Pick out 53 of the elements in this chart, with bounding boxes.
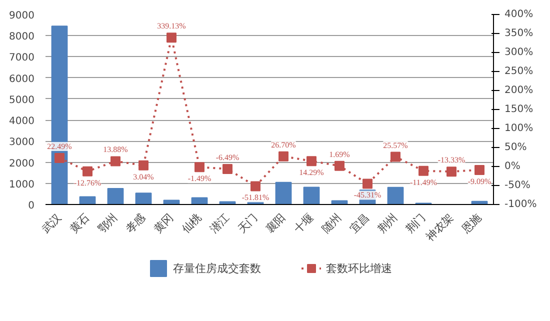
y2-tick-label: 0% <box>504 161 520 172</box>
data-label: -51.81% <box>242 193 270 202</box>
y-tick-label: 2000 <box>9 158 35 170</box>
y2-tick-label: -50% <box>504 180 530 191</box>
x-tick-label: 潜江 <box>207 210 232 236</box>
x-tick-label: 孝感 <box>123 210 148 236</box>
y-tick-label: 0 <box>28 200 35 212</box>
y2-tick-label: 150% <box>504 104 534 115</box>
y2-tick-label: 350% <box>504 28 534 39</box>
x-tick-label: 荆州 <box>375 210 400 236</box>
data-label: -9.09% <box>468 176 492 186</box>
x-tick-label: 宜昌 <box>347 210 372 236</box>
data-label: -45.31% <box>354 190 382 200</box>
x-tick-label: 鄂州 <box>95 210 120 236</box>
data-label: 3.04% <box>133 172 154 182</box>
y2-tick-label: 300% <box>504 47 534 58</box>
legend-label: 套数环比增速 <box>326 260 392 276</box>
x-tick-label: 仙桃 <box>179 210 204 236</box>
y-tick-label: 4000 <box>9 116 35 128</box>
x-tick-label: 黄石 <box>67 210 92 236</box>
x-tick-label: 随州 <box>319 210 344 236</box>
data-label: -13.33% <box>438 156 466 165</box>
x-tick-label: 十堰 <box>291 210 316 236</box>
data-label: -1.49% <box>188 174 212 184</box>
y-tick-label: 8000 <box>9 32 35 43</box>
x-tick-label: 襄阳 <box>263 210 288 236</box>
y-tick-label: 6000 <box>9 74 35 85</box>
data-label: 25.57% <box>383 140 408 150</box>
y-tick-label: 5000 <box>9 94 35 106</box>
y2-tick-label: 100% <box>504 123 534 134</box>
y2-tick-label: 400% <box>504 9 534 20</box>
y-tick-label: 1000 <box>9 179 35 190</box>
data-label: -11.49% <box>410 178 438 187</box>
x-tick-label: 恩施 <box>458 210 484 236</box>
y2-tick-label: 200% <box>504 85 534 96</box>
data-label: 26.70% <box>271 140 296 150</box>
x-tick-label: 武汉 <box>39 210 64 236</box>
data-label: 14.29% <box>299 168 324 178</box>
y-tick-label: 3000 <box>9 137 35 148</box>
y-tick-label: 7000 <box>9 52 35 64</box>
data-label: 13.88% <box>103 145 128 154</box>
y2-tick-label: 50% <box>504 142 527 153</box>
data-label: -6.49% <box>216 152 240 162</box>
y-tick-label: 9000 <box>9 10 35 22</box>
y2-tick-label: 250% <box>504 66 534 77</box>
data-label: -12.76% <box>74 178 102 188</box>
y2-tick-label: -100% <box>504 199 537 210</box>
x-tick-label: 黄冈 <box>151 210 176 236</box>
x-tick-label: 天门 <box>235 210 260 236</box>
data-label: 1.69% <box>329 150 350 159</box>
data-label: 22.49% <box>47 142 72 151</box>
legend-label: 存量住房成交套数 <box>173 260 261 276</box>
data-label: 339.13% <box>157 22 186 31</box>
